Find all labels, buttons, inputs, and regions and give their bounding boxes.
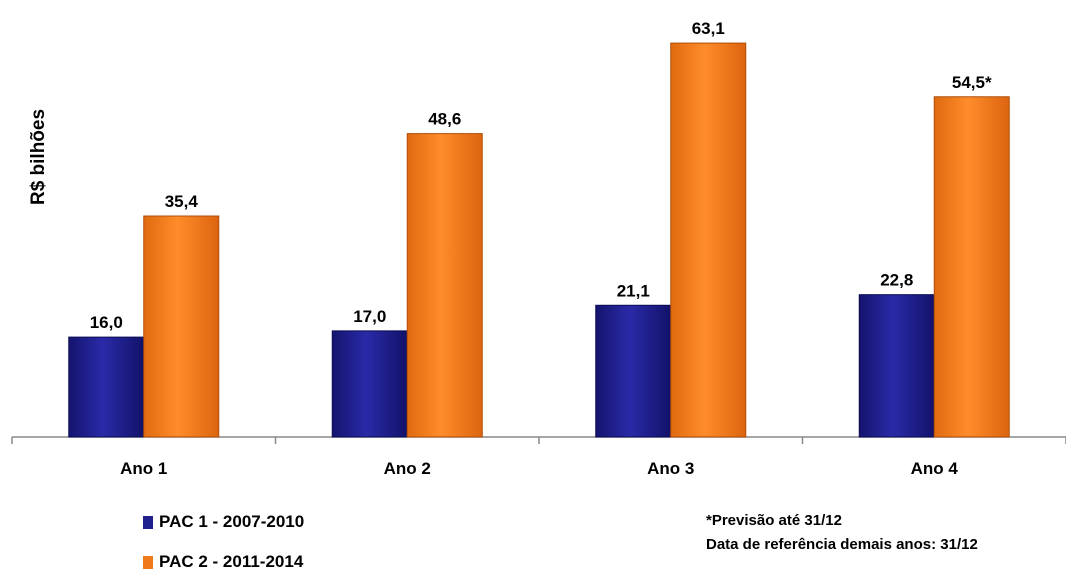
bar-pac1-2 [331, 330, 408, 438]
data-label-pac1-3: 21,1 [617, 281, 650, 300]
footnote-forecast: *Previsão até 31/12 [706, 512, 842, 529]
data-labels: 16,0 35,4 17,0 48,6 21,1 63,1 22,8 54,5* [90, 19, 992, 332]
footnote-reference-date: Data de referência demais anos: 31/12 [706, 536, 978, 553]
bar-pac1-3 [595, 304, 672, 438]
data-label-pac1-4: 22,8 [880, 271, 913, 290]
data-label-pac1-1: 16,0 [90, 313, 123, 332]
bar-pac1-1 [68, 336, 145, 438]
legend-label-pac1: PAC 1 - 2007-2010 [159, 512, 305, 531]
bar-series [68, 42, 1010, 438]
bar-pac2-3 [670, 42, 747, 438]
legend-label-pac2: PAC 2 - 2011-2014 [159, 552, 304, 571]
x-tick-label-2: Ano 2 [384, 459, 431, 478]
data-label-pac2-3: 63,1 [692, 19, 725, 38]
x-axis-ticks [11, 437, 1066, 444]
data-label-pac2-4: 54,5* [952, 73, 992, 92]
bar-pac1-4 [858, 294, 935, 438]
legend-swatch-pac1 [143, 515, 153, 529]
legend-item-pac1: PAC 1 - 2007-2010 [143, 512, 304, 532]
x-tick-label-1: Ano 1 [120, 459, 167, 478]
bar-pac2-4 [933, 96, 1010, 438]
x-tick-labels: Ano 1 Ano 2 Ano 3 Ano 4 [120, 459, 958, 478]
data-label-pac2-2: 48,6 [428, 110, 461, 129]
x-tick-label-3: Ano 3 [647, 459, 694, 478]
legend-swatch-pac2 [143, 555, 153, 569]
data-label-pac1-2: 17,0 [353, 307, 386, 326]
bar-pac2-2 [406, 133, 483, 438]
data-label-pac2-1: 35,4 [165, 192, 199, 211]
legend-item-pac2: PAC 2 - 2011-2014 [143, 552, 303, 572]
bar-pac2-1 [143, 215, 220, 438]
y-axis-label: R$ bilhões [28, 109, 49, 205]
x-tick-label-4: Ano 4 [911, 459, 959, 478]
